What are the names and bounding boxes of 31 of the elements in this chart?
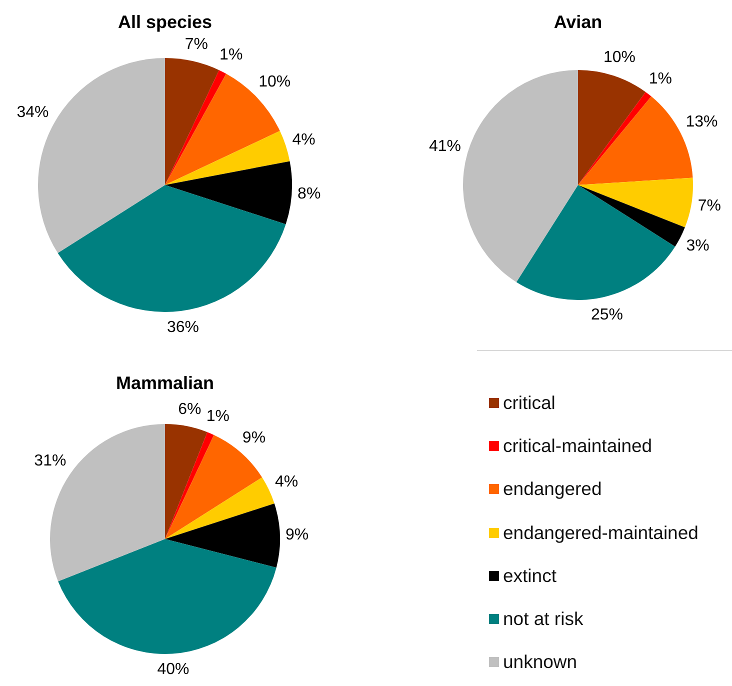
data-label: 1% — [220, 46, 243, 64]
data-label: 1% — [206, 408, 230, 426]
legend-label: endangered-maintained — [503, 522, 698, 544]
legend-label: critical-maintained — [503, 434, 652, 457]
data-label: 4% — [275, 473, 298, 490]
data-label: 1% — [648, 70, 672, 88]
data-label: 3% — [686, 238, 710, 255]
data-label: 10% — [603, 48, 636, 66]
legend-label: endangered — [503, 478, 602, 500]
data-label: 13% — [686, 113, 718, 130]
legend-label: not at risk — [503, 608, 584, 630]
data-label: 4% — [292, 131, 316, 148]
legend-label: critical — [503, 392, 556, 414]
data-label: 40% — [157, 661, 190, 678]
data-label: 36% — [167, 319, 200, 336]
data-label: 9% — [242, 430, 266, 447]
slice-label: All species — [116, 12, 214, 33]
data-label: 41% — [428, 138, 461, 155]
data-label: 7% — [184, 36, 208, 53]
slice-label: Mammalian — [114, 373, 216, 394]
data-label: 25% — [591, 306, 624, 324]
data-label: 31% — [34, 452, 66, 470]
data-label: 6% — [178, 401, 202, 418]
legend-label: extinct — [503, 564, 556, 587]
data-label: 10% — [258, 74, 291, 91]
data-label: 9% — [286, 526, 309, 544]
data-label: 8% — [298, 186, 321, 203]
data-label: 7% — [698, 197, 721, 214]
slice-label: Avian — [552, 12, 604, 33]
legend-label: unknown — [503, 651, 578, 674]
data-label: 34% — [16, 104, 49, 121]
